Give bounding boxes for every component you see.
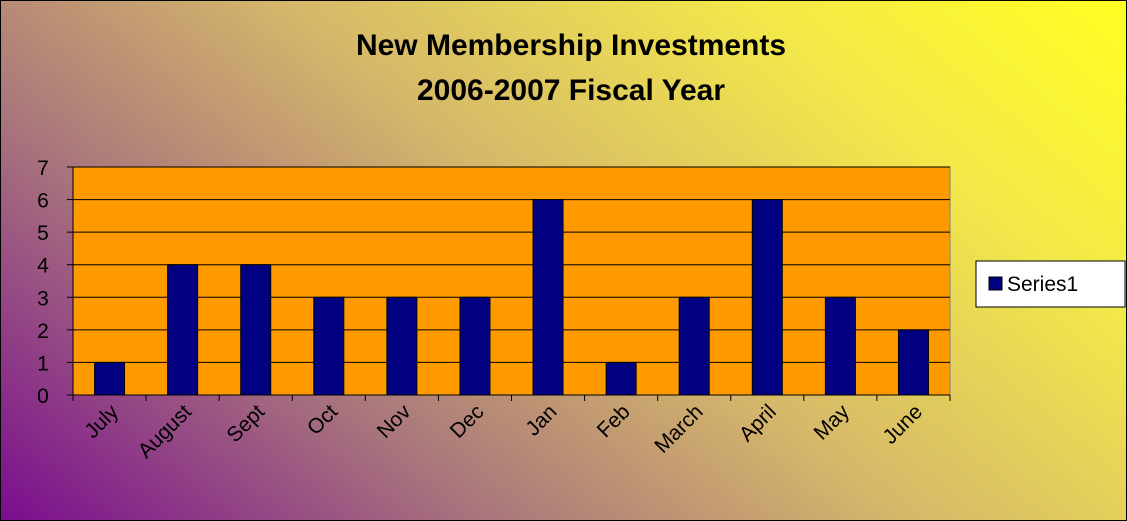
legend: Series1 xyxy=(975,260,1126,308)
x-tick-label: August xyxy=(134,400,197,463)
chart-title-line-1: New Membership Investments xyxy=(356,29,786,62)
y-tick-label: 1 xyxy=(37,352,49,375)
plot-area xyxy=(72,166,951,396)
gridlines xyxy=(73,166,950,363)
legend-swatch xyxy=(988,276,1003,291)
legend-label-series1: Series1 xyxy=(1007,273,1078,296)
x-tick-label: March xyxy=(650,400,708,458)
y-tick-label: 3 xyxy=(37,287,49,310)
x-tick-label: Jan xyxy=(521,400,561,440)
bar-march xyxy=(678,296,710,396)
bar-july xyxy=(94,361,126,396)
x-tick-label: Feb xyxy=(593,400,635,442)
bar-april xyxy=(751,199,783,396)
y-tick-label: 5 xyxy=(37,222,49,245)
y-tick-label: 7 xyxy=(37,157,49,180)
bar-jan xyxy=(532,199,564,396)
x-tick-label: Dec xyxy=(446,400,489,443)
bars xyxy=(94,199,929,396)
chart-title-line-2: 2006-2007 Fiscal Year xyxy=(417,74,725,107)
y-tick-label: 6 xyxy=(37,190,49,213)
x-tick-label: June xyxy=(879,400,927,448)
x-tick-label: July xyxy=(80,400,123,443)
y-tick-label: 4 xyxy=(37,255,49,278)
x-tick-label: Sept xyxy=(222,400,269,447)
bar-nov xyxy=(386,296,418,396)
axes xyxy=(67,166,951,401)
y-tick-label: 0 xyxy=(37,385,49,408)
bar-august xyxy=(167,264,199,396)
x-tick-label: May xyxy=(810,400,855,445)
y-axis-tick-labels: 0 1 2 3 4 5 6 7 xyxy=(37,157,49,408)
bar-june xyxy=(897,329,929,396)
y-tick-label: 2 xyxy=(37,320,49,343)
bar-sept xyxy=(240,264,272,396)
x-tick-label: April xyxy=(735,400,781,446)
bar-may xyxy=(824,296,856,396)
x-tick-label: Oct xyxy=(303,400,342,439)
bar-oct xyxy=(313,296,345,396)
bar-feb xyxy=(605,361,637,396)
x-axis-tick-labels: July August Sept Oct Nov Dec Jan Feb March April M… xyxy=(80,400,927,463)
x-tick-label: Nov xyxy=(373,400,416,443)
bar-dec xyxy=(459,296,491,396)
